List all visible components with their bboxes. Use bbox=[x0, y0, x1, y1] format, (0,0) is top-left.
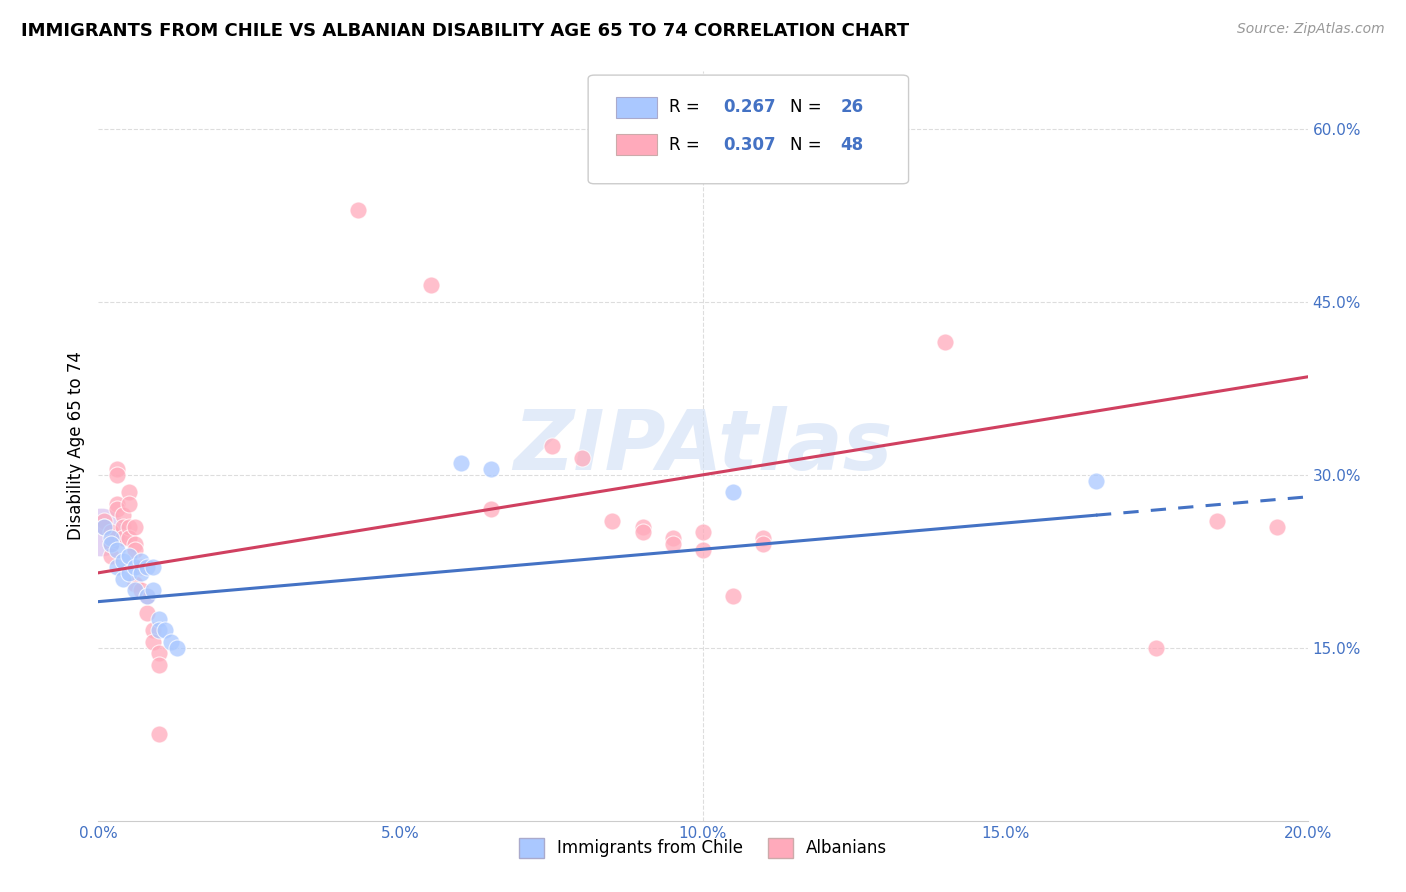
FancyBboxPatch shape bbox=[616, 97, 657, 118]
Point bbox=[118, 485, 141, 500]
Point bbox=[135, 589, 157, 603]
Point bbox=[111, 508, 134, 523]
Point bbox=[148, 647, 170, 661]
Point bbox=[540, 439, 562, 453]
Point bbox=[602, 514, 624, 528]
Point bbox=[166, 640, 188, 655]
Text: 0.267: 0.267 bbox=[723, 98, 776, 116]
Point bbox=[129, 554, 152, 568]
Point bbox=[93, 514, 115, 528]
Point bbox=[118, 549, 141, 563]
Point bbox=[111, 531, 134, 545]
Point bbox=[100, 549, 122, 563]
Point bbox=[100, 537, 122, 551]
Text: 26: 26 bbox=[841, 98, 863, 116]
Point bbox=[723, 589, 745, 603]
Point bbox=[752, 531, 775, 545]
Point bbox=[153, 624, 176, 638]
Text: ZIPAtlas: ZIPAtlas bbox=[513, 406, 893, 486]
Point bbox=[100, 525, 122, 540]
Point bbox=[661, 531, 683, 545]
Point bbox=[420, 277, 443, 292]
Text: 0.307: 0.307 bbox=[723, 136, 776, 153]
Point bbox=[692, 525, 714, 540]
Point bbox=[135, 606, 157, 620]
Text: 48: 48 bbox=[841, 136, 863, 153]
Point bbox=[111, 572, 134, 586]
Point bbox=[105, 462, 128, 476]
Point bbox=[129, 560, 152, 574]
Point bbox=[1085, 474, 1108, 488]
Point bbox=[100, 537, 122, 551]
Point bbox=[142, 560, 165, 574]
Point bbox=[93, 519, 115, 533]
Point bbox=[631, 525, 654, 540]
Text: N =: N = bbox=[790, 98, 827, 116]
Text: IMMIGRANTS FROM CHILE VS ALBANIAN DISABILITY AGE 65 TO 74 CORRELATION CHART: IMMIGRANTS FROM CHILE VS ALBANIAN DISABI… bbox=[21, 22, 910, 40]
Point bbox=[129, 566, 152, 580]
Point bbox=[135, 560, 157, 574]
Point bbox=[450, 456, 472, 470]
Point bbox=[1144, 640, 1167, 655]
Point bbox=[105, 497, 128, 511]
Point bbox=[148, 612, 170, 626]
Point bbox=[124, 560, 146, 574]
Point bbox=[148, 658, 170, 673]
Point bbox=[661, 537, 683, 551]
Point bbox=[571, 450, 593, 465]
Point bbox=[124, 583, 146, 598]
Point bbox=[105, 560, 128, 574]
Point bbox=[124, 577, 146, 591]
Point bbox=[631, 519, 654, 533]
Point bbox=[124, 537, 146, 551]
Point bbox=[105, 467, 128, 482]
Point bbox=[129, 583, 152, 598]
Point bbox=[90, 525, 112, 540]
Point bbox=[160, 635, 183, 649]
Point bbox=[105, 542, 128, 557]
Text: R =: R = bbox=[669, 136, 704, 153]
Legend: Immigrants from Chile, Albanians: Immigrants from Chile, Albanians bbox=[512, 831, 894, 864]
Point bbox=[124, 542, 146, 557]
FancyBboxPatch shape bbox=[588, 75, 908, 184]
Y-axis label: Disability Age 65 to 74: Disability Age 65 to 74 bbox=[66, 351, 84, 541]
Point bbox=[481, 502, 503, 516]
Point bbox=[100, 531, 122, 545]
Point bbox=[148, 624, 170, 638]
FancyBboxPatch shape bbox=[616, 135, 657, 155]
Point bbox=[481, 462, 503, 476]
Point bbox=[142, 624, 165, 638]
Point bbox=[93, 519, 115, 533]
Point bbox=[142, 583, 165, 598]
Point bbox=[111, 519, 134, 533]
Text: Source: ZipAtlas.com: Source: ZipAtlas.com bbox=[1237, 22, 1385, 37]
Point bbox=[934, 335, 956, 350]
Point bbox=[142, 635, 165, 649]
Point bbox=[692, 542, 714, 557]
Point bbox=[1206, 514, 1229, 528]
Point bbox=[118, 531, 141, 545]
Point bbox=[124, 519, 146, 533]
Point bbox=[347, 202, 370, 217]
Point bbox=[118, 519, 141, 533]
Point bbox=[723, 485, 745, 500]
Point bbox=[111, 554, 134, 568]
Point bbox=[148, 727, 170, 741]
Point bbox=[105, 502, 128, 516]
Text: R =: R = bbox=[669, 98, 704, 116]
Text: N =: N = bbox=[790, 136, 827, 153]
Point bbox=[118, 497, 141, 511]
Point bbox=[752, 537, 775, 551]
Point bbox=[135, 589, 157, 603]
Point bbox=[1267, 519, 1289, 533]
Point bbox=[118, 566, 141, 580]
